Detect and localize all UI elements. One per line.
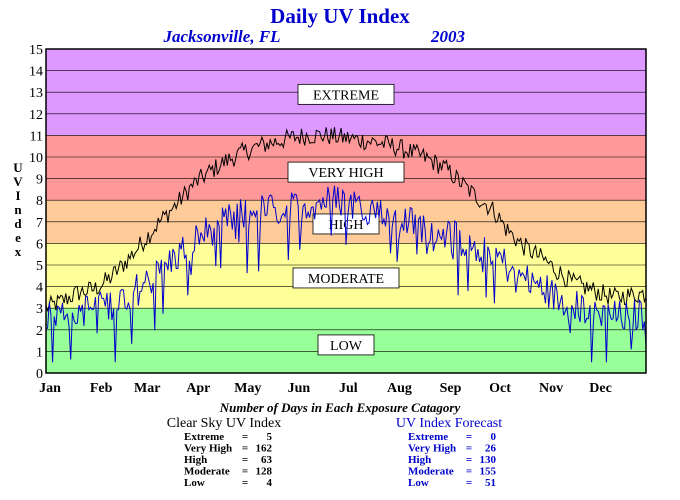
table-row-equals: =: [242, 454, 248, 466]
table-row-value: 51: [485, 477, 496, 489]
y-tick-label: 0: [36, 367, 43, 382]
table-row-value: 63: [261, 454, 273, 466]
y-tick-label: 5: [36, 259, 43, 274]
table-column-header: UV Index Forecast: [396, 416, 502, 431]
x-tick-label: Jan: [39, 381, 61, 396]
y-tick-label: 6: [36, 237, 43, 252]
y-tick-label: 4: [36, 281, 43, 296]
band-labels: LOW MODERATE HIGH VERY HIGH EXTREME: [287, 83, 405, 356]
table-row-equals: =: [242, 466, 248, 478]
table-row-equals: =: [242, 443, 248, 455]
x-tick-label: Feb: [90, 381, 113, 396]
y-tick-label: 14: [29, 65, 43, 80]
y-tick-label: 12: [29, 108, 43, 123]
band-label-box: [297, 83, 395, 105]
table-column-header: Clear Sky UV Index: [167, 416, 281, 431]
series-line-forecast: [45, 185, 647, 363]
y-axis-letter: I: [15, 188, 20, 203]
y-axis-letter: U: [13, 160, 23, 175]
table-row-equals: =: [466, 431, 472, 443]
table-row-label: Moderate: [408, 466, 454, 478]
table-row-equals: =: [466, 477, 472, 489]
grid-lines: [46, 70, 646, 352]
y-tick-label: 10: [29, 151, 43, 166]
table-row-value: 5: [267, 431, 273, 443]
band-label: MODERATE: [308, 272, 384, 287]
y-axis-letter: n: [14, 202, 22, 217]
x-tick-label: May: [234, 381, 261, 396]
band-label: VERY HIGH: [308, 166, 383, 181]
table-row-equals: =: [466, 454, 472, 466]
y-tick-label: 11: [30, 129, 43, 144]
band-label-box: [292, 267, 400, 289]
x-tick-label: Mar: [134, 381, 160, 396]
x-tick-label: Jul: [339, 381, 358, 396]
x-tick-label: Dec: [589, 381, 612, 396]
chart-location: Jacksonville, FL: [162, 27, 280, 46]
table-row-label: Very High: [184, 443, 232, 455]
chart-title: Daily UV Index: [270, 4, 410, 28]
table-row-label: High: [408, 454, 431, 466]
y-tick-label: 7: [36, 216, 43, 231]
x-tick-label: Aug: [387, 381, 412, 396]
table-row-equals: =: [242, 477, 248, 489]
table-row-equals: =: [242, 431, 248, 443]
band-label-box: [317, 334, 375, 356]
table-row-value: 155: [480, 466, 497, 478]
series-lines: [45, 127, 647, 363]
band-label: HIGH: [329, 218, 364, 233]
table-row-value: 130: [480, 454, 497, 466]
y-tick-label: 15: [29, 43, 43, 58]
x-tick-label: Sep: [440, 381, 462, 396]
series-line-clear-sky: [45, 127, 647, 312]
table-row-value: 4: [267, 477, 273, 489]
table-row-label: Extreme: [408, 431, 448, 443]
x-tick-label: Oct: [489, 381, 511, 396]
y-tick-label: 13: [29, 86, 43, 101]
table-row-label: Moderate: [184, 466, 230, 478]
x-tick-label: Apr: [186, 381, 210, 396]
table-row-label: Low: [184, 477, 205, 489]
table-row-equals: =: [466, 443, 472, 455]
y-axis-letter: x: [15, 244, 22, 259]
chart-year: 2003: [430, 27, 466, 46]
y-tick-label: 9: [36, 173, 43, 188]
band-label-box: [287, 161, 405, 183]
band-label: EXTREME: [313, 88, 379, 103]
y-tick-label: 2: [36, 324, 43, 339]
table-row-value: 128: [256, 466, 273, 478]
y-axis-letter: d: [14, 216, 22, 231]
y-axis-letter: V: [13, 174, 23, 189]
table-row-label: Very High: [408, 443, 456, 455]
table-row-label: Extreme: [184, 431, 224, 443]
x-tick-label: Nov: [539, 381, 563, 396]
y-tick-label: 3: [36, 302, 43, 317]
table-row-value: 0: [491, 431, 497, 443]
table-title: Number of Days in Each Exposure Catagory: [219, 400, 461, 415]
y-tick-label: 8: [36, 194, 43, 209]
table-row-label: Low: [408, 477, 429, 489]
table-row-label: High: [184, 454, 207, 466]
x-tick-label: Jun: [288, 381, 311, 396]
x-tick-labels: Jan Feb Mar Apr May Jun Jul Aug Sep Oct Nov Dec: [39, 381, 612, 396]
band-label: LOW: [330, 339, 363, 354]
y-tick-label: 1: [36, 345, 43, 360]
plot-frame: [45, 48, 647, 374]
y-axis-letter: e: [15, 230, 21, 245]
table-row-value: 162: [256, 443, 273, 455]
table-row-equals: =: [466, 466, 472, 478]
table-row-value: 26: [485, 443, 497, 455]
